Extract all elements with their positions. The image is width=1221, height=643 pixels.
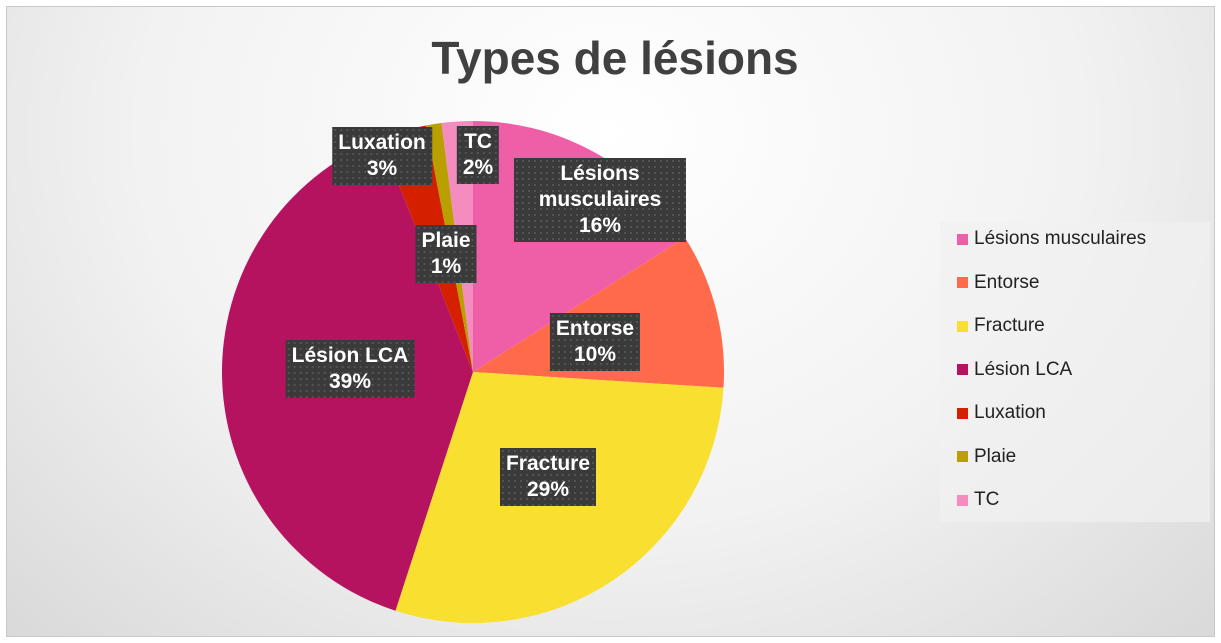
data-label-category: Plaie [421,229,471,252]
data-label-category: Fracture [505,452,591,475]
data-label-category: Lésions musculaires [538,162,662,211]
chart-title: Types de lésions [431,32,798,84]
legend-item: Luxation [957,402,1046,424]
legend-label: Fracture [974,315,1045,336]
legend-item: Lésions musculaires [957,228,1146,250]
legend-swatch [957,451,968,462]
data-label-category: Luxation [338,131,426,154]
legend-item: TC [957,489,999,511]
legend-item: Lésion LCA [957,359,1072,381]
pie-slice [473,237,724,388]
legend-swatch [957,494,968,506]
data-label: Lésions musculaires 16% [514,158,686,242]
legend-label: TC [974,489,1000,510]
legend-item: Entorse [957,272,1039,294]
data-label-category: TC [463,130,492,153]
data-label-value: 1% [430,255,462,278]
legend-item: Plaie [957,446,1016,468]
data-label: TC 2% [456,126,500,184]
data-label: Lésion LCA 39% [285,340,415,398]
legend-label: Lésions musculaires [974,228,1147,249]
data-label-value: 3% [366,157,398,180]
data-label-value: 39% [328,370,372,393]
legend-box [940,222,1210,522]
legend-swatch [957,407,968,419]
legend-swatch [957,320,968,332]
data-label-value: 29% [526,478,570,501]
legend-swatch [957,233,968,245]
data-label: Luxation 3% [332,127,432,185]
data-label-category: Lésion LCA [291,344,409,367]
data-label-value: 10% [573,343,617,366]
legend-swatch [957,277,968,288]
legend-label: Plaie [974,445,1017,467]
legend-label: Entorse [974,271,1040,293]
data-label: Plaie 1% [415,225,477,283]
data-label-value: 16% [578,214,622,237]
legend-swatch [957,364,968,375]
data-label: Fracture 29% [499,448,597,506]
legend-label: Luxation [974,402,1046,423]
data-label-value: 2% [462,156,494,179]
legend-label: Lésion LCA [974,358,1073,380]
data-label: Entorse 10% [549,313,641,371]
data-label-category: Entorse [555,317,635,340]
legend-item: Fracture [957,315,1045,337]
